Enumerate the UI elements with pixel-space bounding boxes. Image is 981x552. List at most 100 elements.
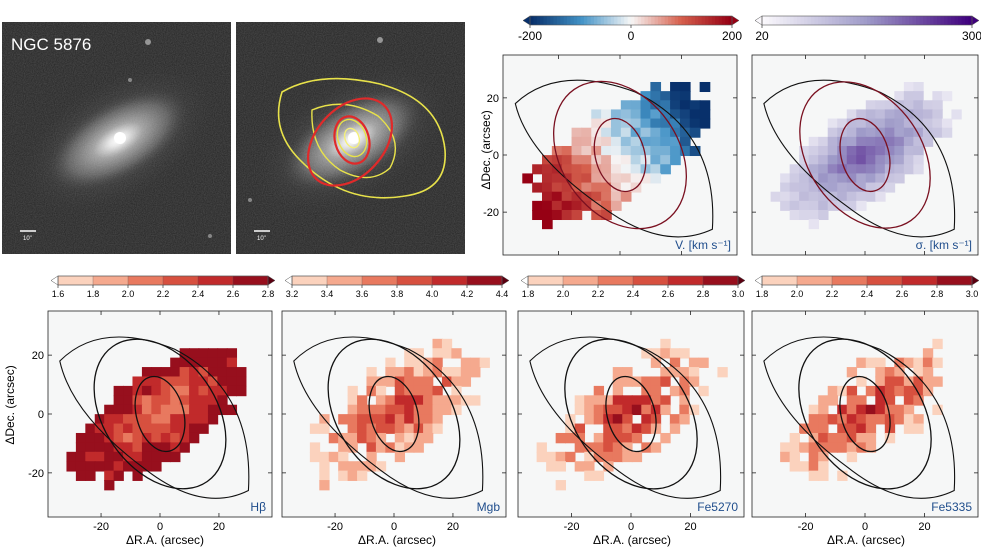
map-pixel [571,136,583,147]
map-pixel [85,451,96,463]
map-pixel [688,357,700,368]
colorbar-step [671,16,676,25]
map-pixel [394,432,406,444]
map-pixel [808,182,820,193]
colorbar-tick-label: 2.8 [697,289,710,299]
map-pixel [922,367,934,378]
map-pixel [818,451,829,463]
map-pixel [789,200,800,211]
map-pixel [650,145,662,157]
map-pixel [808,145,820,157]
colorbar-tick-label: 2.0 [791,289,804,299]
x-tick-label: -20 [798,521,814,533]
colorbar-step [556,16,561,25]
map-pixel [610,191,622,202]
map-pixel [423,423,434,434]
map-pixel [612,423,624,434]
isophote-contour [763,336,956,499]
colorbar-step [678,16,682,25]
ellipse-outer [799,81,931,229]
map-pixel [309,442,321,453]
map-pixel [827,118,839,129]
colorbar-step [466,275,503,286]
map-pixel [179,385,190,397]
map-pixel [366,376,377,387]
colorbar-tick-label: 2.2 [592,289,605,299]
ellipse-inner [839,117,891,193]
map-pixel [170,357,181,368]
map-pixel [689,109,701,120]
map-pixel [347,385,358,397]
panel-label-hbeta: Hβ [250,500,266,514]
map-pixel [470,367,481,378]
map-pixel [932,100,943,111]
map-pixel [132,470,143,481]
map-pixel [603,461,614,472]
map-pixel [789,191,800,202]
map-pixel [104,451,115,463]
colorbar-step [961,16,966,25]
map-pixel [610,164,622,175]
x-tick-label: 20 [447,521,459,533]
map-pixel [375,461,387,472]
scale-bar-label: 10" [23,236,32,242]
x-axis-label-2: ΔR.A. (arcsec) [358,533,436,547]
map-pixel [75,470,87,481]
map-pixel [818,414,829,425]
map-pixel [460,357,472,368]
map-pixel [660,145,671,157]
map-pixel [75,451,87,463]
map-pixel [699,81,711,93]
map-pixel [141,461,153,472]
map-pixel [818,395,829,406]
map-pixel [366,404,377,416]
map-pixel [932,91,943,102]
map-pixel [541,191,553,202]
map-pixel [622,376,633,387]
map-pixel [170,376,181,387]
map-pixel [789,461,800,472]
map-pixel [865,357,877,368]
map-pixel [846,127,858,138]
colorbar-step [651,16,655,25]
map-pixel [846,173,858,184]
colorbar-tick-label: 1.6 [52,289,65,299]
colorbar-step [674,16,679,25]
map-pixel [423,414,434,425]
map-pixel [622,404,633,416]
colorbar-step [909,16,913,25]
map-pixel [780,191,791,202]
map-pixel [780,173,791,184]
map-pixel [319,451,330,463]
map-pixel [837,118,848,129]
map-pixel [884,367,896,378]
map-pixel [903,145,915,157]
map-pixel [561,200,573,211]
map-pixel [620,127,632,138]
map-pixel [591,191,602,202]
map-pixel [113,432,124,444]
map-pixel [679,127,691,138]
map-pixel [894,118,905,129]
map-pixel [601,200,612,211]
colorbar-arrow-high [737,275,746,286]
map-pixel [170,423,181,434]
colorbar-tick-label: 3.8 [391,289,404,299]
map-pixel [846,395,858,406]
map-pixel [189,357,200,368]
map-pixel [113,470,124,481]
map-pixel [160,385,172,397]
map-pixel [913,155,924,166]
map-pixel [640,136,652,147]
colorbar-arrow-high [501,275,510,286]
map-pixel [903,395,915,406]
map-pixel [679,136,691,147]
colorbar-tick-label: 1.8 [87,289,100,299]
map-pixel [846,109,858,120]
map-pixel [865,109,877,120]
map-pixel [571,173,583,184]
map-pixel [593,442,605,453]
map-pixel [601,173,612,184]
map-pixel [903,423,915,434]
map-pixel [818,461,829,472]
